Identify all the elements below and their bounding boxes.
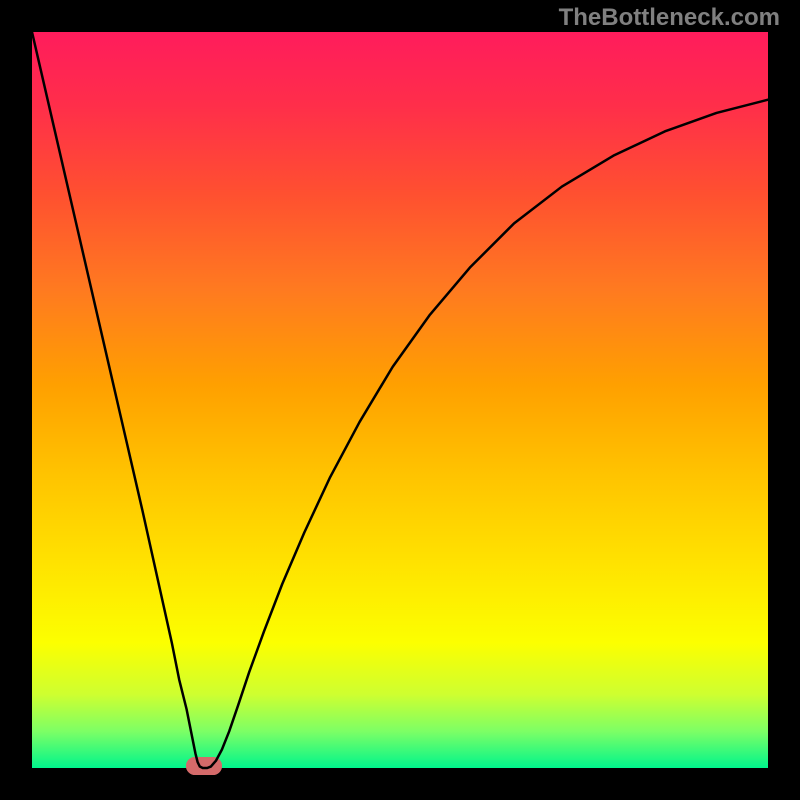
watermark-text: TheBottleneck.com (559, 4, 780, 32)
plot-area (0, 0, 800, 800)
plot-background (32, 32, 768, 768)
minimum-marker (186, 757, 222, 775)
